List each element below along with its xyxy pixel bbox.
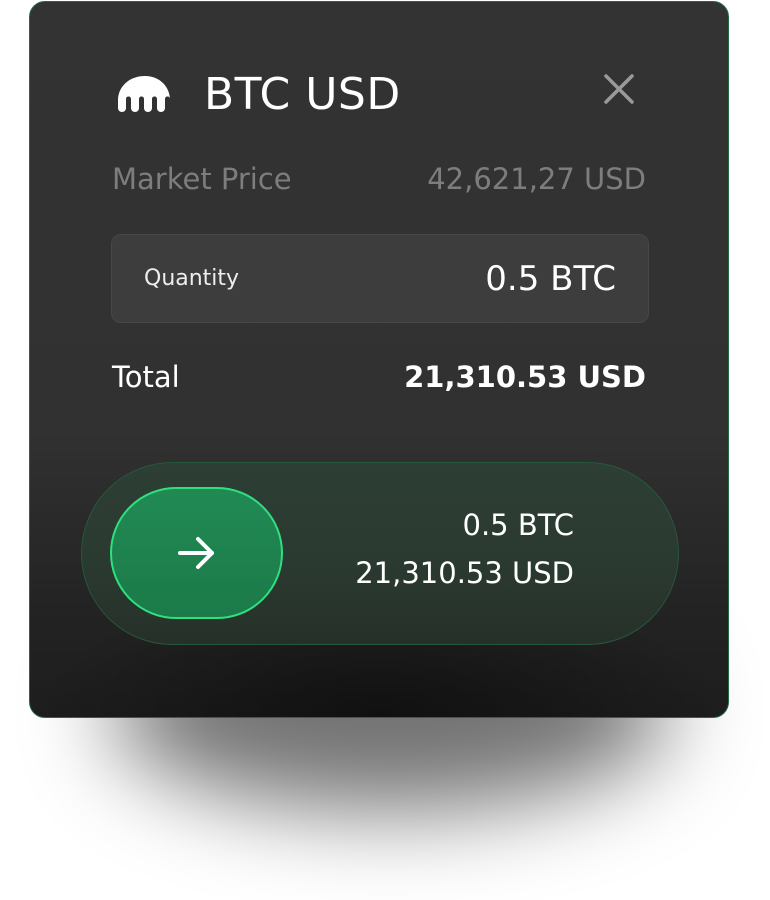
market-price-value: 42,621,27 USD [427, 162, 646, 196]
card-header: BTC USD [116, 64, 401, 124]
slider-amount: 0.5 BTC [462, 508, 575, 542]
swipe-to-confirm-slider[interactable]: 0.5 BTC 21,310.53 USD [81, 462, 679, 645]
quantity-field[interactable]: Quantity 0.5 BTC [111, 234, 649, 323]
confirm-slider-handle[interactable] [110, 487, 283, 619]
market-price-label: Market Price [112, 162, 292, 196]
market-price-row: Market Price 42,621,27 USD [112, 162, 646, 196]
total-row: Total 21,310.53 USD [112, 360, 646, 394]
slider-summary: 0.5 BTC 21,310.53 USD [355, 501, 574, 597]
close-icon[interactable] [598, 68, 640, 110]
total-value: 21,310.53 USD [404, 360, 646, 394]
arrow-right-icon [177, 537, 214, 569]
quantity-value[interactable]: 0.5 BTC [485, 258, 616, 299]
slider-total: 21,310.53 USD [355, 556, 574, 590]
quantity-label: Quantity [144, 266, 240, 291]
pair-title: BTC USD [204, 68, 401, 120]
total-label: Total [112, 360, 180, 394]
order-card: BTC USD Market Price 42,621,27 USD Quant… [29, 1, 729, 718]
kraken-logo-icon [118, 76, 170, 112]
